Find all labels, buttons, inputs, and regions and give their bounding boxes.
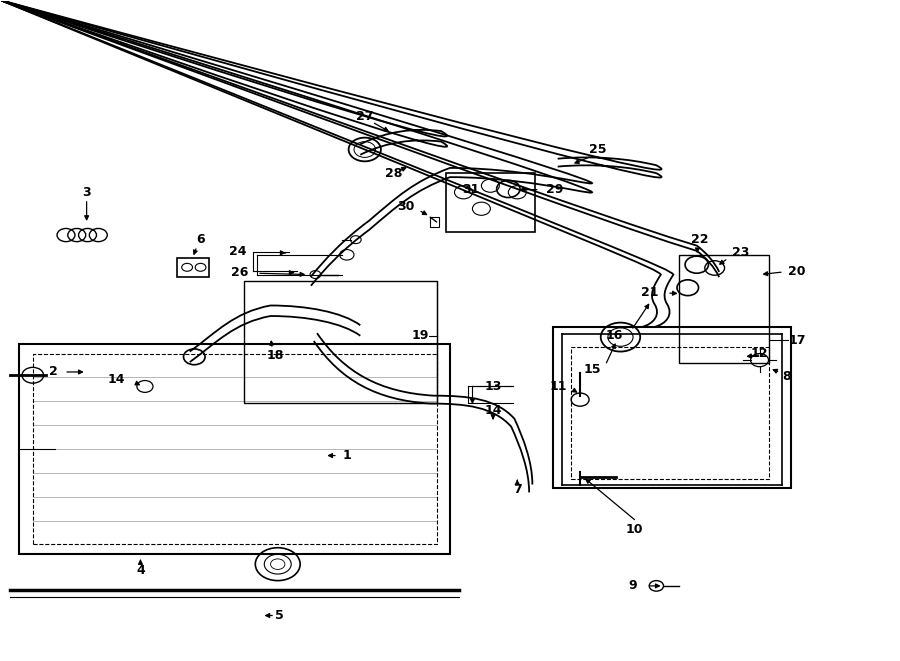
Bar [430,217,439,227]
Bar [554,327,791,488]
Text: 2: 2 [50,366,58,379]
Bar [679,254,769,364]
Text: 7: 7 [513,483,522,496]
Bar [446,173,536,232]
Text: 27: 27 [356,110,374,123]
Bar [32,354,436,545]
Text: 31: 31 [463,183,480,196]
Bar [19,344,450,555]
Text: 1: 1 [342,449,351,462]
Text: 22: 22 [690,233,708,246]
Text: 23: 23 [732,247,749,259]
Text: 16: 16 [606,329,623,342]
Text: 13: 13 [484,380,502,393]
Bar [244,281,436,403]
Text: 10: 10 [626,523,643,536]
Text: 17: 17 [788,334,806,347]
Text: 25: 25 [590,143,607,156]
Text: 5: 5 [275,609,284,622]
Text: 28: 28 [385,167,402,180]
Text: 9: 9 [628,580,636,592]
Text: 18: 18 [266,349,284,362]
Text: 20: 20 [788,265,806,278]
Text: 24: 24 [229,245,247,258]
Bar [177,258,209,276]
Text: 19: 19 [412,329,429,342]
Text: 4: 4 [136,564,145,577]
Text: 14: 14 [484,405,502,417]
Text: 30: 30 [397,200,414,214]
Text: 8: 8 [782,370,790,383]
Text: 3: 3 [82,186,91,199]
Text: 29: 29 [546,183,563,196]
Text: 6: 6 [196,233,205,246]
Text: 21: 21 [641,286,658,299]
Text: 26: 26 [230,266,248,279]
Text: 11: 11 [549,380,567,393]
Text: 15: 15 [583,364,600,377]
Bar [572,347,769,479]
Text: 12: 12 [751,347,769,360]
Text: 14: 14 [108,373,125,387]
